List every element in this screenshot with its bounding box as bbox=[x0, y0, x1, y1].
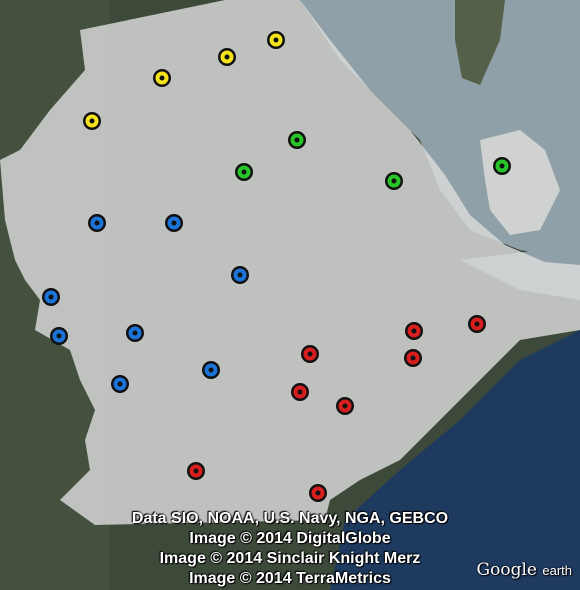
marker-blue[interactable] bbox=[49, 326, 69, 346]
marker-yellow[interactable] bbox=[266, 30, 286, 50]
attribution-line: Image © 2014 TerraMetrics bbox=[189, 570, 391, 587]
attribution-line: Image © 2014 DigitalGlobe bbox=[189, 530, 391, 547]
marker-blue[interactable] bbox=[110, 374, 130, 394]
marker-blue[interactable] bbox=[230, 265, 250, 285]
marker-blue[interactable] bbox=[41, 287, 61, 307]
marker-green[interactable] bbox=[234, 162, 254, 182]
marker-red[interactable] bbox=[300, 344, 320, 364]
marker-yellow[interactable] bbox=[82, 111, 102, 131]
island bbox=[455, 0, 505, 85]
marker-red[interactable] bbox=[467, 314, 487, 334]
marker-red[interactable] bbox=[290, 382, 310, 402]
google-earth-logo: Google earth bbox=[477, 560, 572, 580]
marker-red[interactable] bbox=[403, 348, 423, 368]
marker-red[interactable] bbox=[404, 321, 424, 341]
marker-green[interactable] bbox=[492, 156, 512, 176]
suburb-boundary bbox=[0, 0, 580, 525]
marker-green[interactable] bbox=[287, 130, 307, 150]
marker-red[interactable] bbox=[335, 396, 355, 416]
logo-word-google: Google bbox=[476, 560, 537, 580]
marker-blue[interactable] bbox=[201, 360, 221, 380]
attribution-line: Image © 2014 Sinclair Knight Merz bbox=[159, 550, 421, 567]
marker-yellow[interactable] bbox=[152, 68, 172, 88]
marker-red[interactable] bbox=[308, 483, 328, 503]
marker-blue[interactable] bbox=[87, 213, 107, 233]
marker-blue[interactable] bbox=[164, 213, 184, 233]
marker-yellow[interactable] bbox=[217, 47, 237, 67]
ocean-area bbox=[330, 330, 580, 590]
peninsula bbox=[480, 130, 560, 235]
marker-red[interactable] bbox=[186, 461, 206, 481]
marker-blue[interactable] bbox=[125, 323, 145, 343]
marker-green[interactable] bbox=[384, 171, 404, 191]
logo-word-earth: earth bbox=[542, 563, 572, 578]
attribution-line: Data SIO, NOAA, U.S. Navy, NGA, GEBCO bbox=[131, 510, 449, 527]
